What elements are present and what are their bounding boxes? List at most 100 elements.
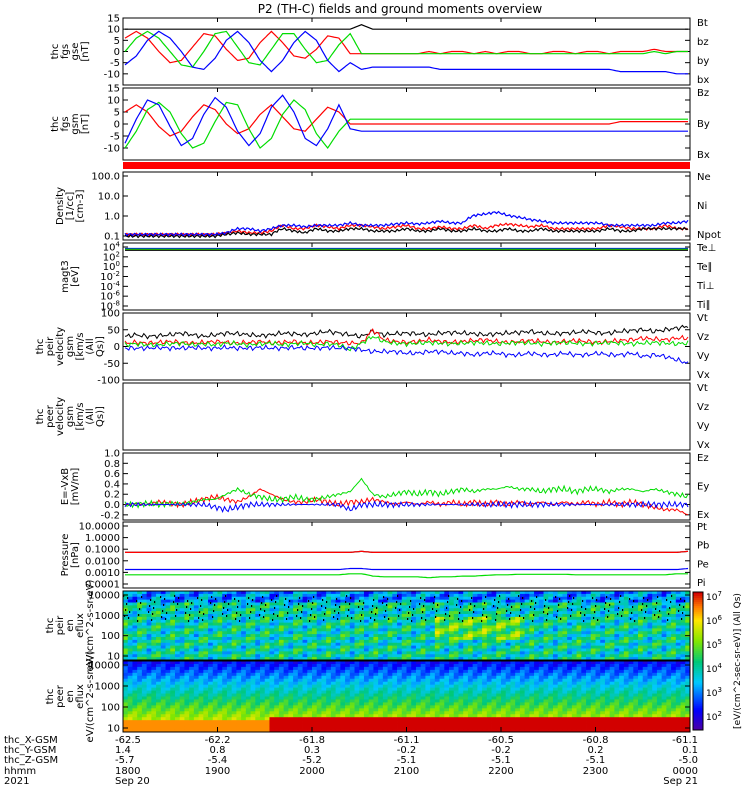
heatmap-cell (156, 666, 162, 671)
heatmap-cell (472, 591, 478, 595)
heatmap-speck (667, 619, 669, 621)
heatmap-cell (680, 602, 686, 606)
heatmap-cell (411, 672, 417, 677)
heatmap-cell (193, 608, 199, 612)
heatmap-cell (349, 699, 355, 703)
heatmap-cell (260, 654, 266, 658)
heatmap-cell (425, 726, 431, 730)
heatmap-cell (226, 616, 233, 621)
legend-Ti⊥: Ti⊥ (696, 281, 714, 292)
heatmap-cell (420, 614, 426, 618)
heatmap-cell (486, 616, 492, 621)
heatmap-cell (293, 637, 299, 641)
heatmap-cell (666, 608, 672, 612)
heatmap-cell (453, 648, 459, 652)
heatmap-cell (198, 669, 204, 674)
heatmap-cell (420, 723, 426, 727)
heatmap-cell (151, 696, 157, 700)
heatmap-cell (552, 596, 559, 601)
heatmap-cell (411, 625, 417, 629)
heatmap-cell (312, 661, 318, 665)
heatmap-cell (151, 669, 157, 674)
heatmap-cell (184, 726, 190, 730)
heatmap-cell (198, 616, 204, 621)
heatmap-cell (463, 625, 469, 629)
heatmap-cell (373, 608, 379, 612)
heatmap-cell (141, 648, 148, 652)
heatmap-cell (231, 720, 237, 724)
heatmap-cell (203, 661, 209, 665)
heatmap-cell (193, 648, 199, 652)
heatmap-cell (420, 714, 426, 718)
heatmap-cell (321, 687, 327, 691)
heatmap-cell (671, 639, 677, 644)
heatmap-cell (434, 593, 440, 598)
heatmap-cell (434, 651, 440, 655)
heatmap-cell (548, 634, 554, 638)
y-tick-label: 100 (101, 631, 120, 642)
heatmap-cell (368, 661, 374, 665)
heatmap-cell (397, 729, 403, 733)
heatmap-cell (505, 625, 511, 629)
heatmap-cell (326, 729, 332, 733)
heatmap-cell (548, 645, 554, 649)
heatmap-cell (222, 675, 228, 680)
heatmap-cell (515, 596, 521, 601)
heatmap-cell (226, 611, 233, 615)
heatmap-cell (241, 596, 247, 601)
heatmap-cell (321, 661, 327, 665)
heatmap-cell (397, 714, 403, 718)
heatmap-speck (173, 601, 175, 603)
heatmap-cell (123, 625, 129, 629)
heatmap-cell (189, 645, 195, 649)
heatmap-cell (614, 614, 620, 618)
heatmap-cell (137, 591, 143, 595)
heatmap-cell (283, 723, 289, 727)
heatmap-cell (312, 634, 318, 638)
heatmap-cell (307, 625, 313, 629)
heatmap-cell (453, 593, 459, 598)
heatmap-cell (245, 619, 251, 624)
heatmap-cell (467, 625, 474, 629)
heatmap-cell (349, 729, 355, 733)
heatmap-cell (198, 634, 204, 638)
heatmap-cell (250, 675, 256, 680)
heatmap-cell (179, 593, 185, 598)
y-tick-label: 0.1000 (85, 545, 120, 556)
heatmap-cell (241, 690, 247, 694)
heatmap-cell (467, 596, 474, 601)
heatmap-cell (340, 687, 346, 691)
heatmap-cell (656, 591, 663, 595)
heatmap-cell (623, 611, 629, 615)
heatmap-cell (217, 625, 223, 629)
heatmap-cell (231, 699, 237, 703)
heatmap-cell (562, 637, 568, 641)
heatmap-cell (260, 634, 266, 638)
heatmap-cell (491, 614, 497, 618)
heatmap-cell (293, 708, 299, 712)
heatmap-cell (316, 708, 322, 712)
heatmap-cell (260, 645, 266, 649)
heatmap-cell (316, 602, 322, 606)
heatmap-cell (392, 611, 398, 615)
heatmap-cell (141, 645, 148, 649)
series-line-Vx (124, 343, 689, 364)
heatmap-cell (387, 651, 393, 655)
heatmap-speck (383, 596, 385, 598)
heatmap-cell (340, 717, 346, 721)
heatmap-cell (345, 625, 351, 629)
heatmap-speck (223, 607, 225, 609)
heatmap-cell (326, 678, 332, 683)
heatmap-cell (231, 729, 237, 733)
heatmap-cell (293, 654, 299, 658)
heatmap-cell (604, 634, 611, 638)
heatmap-speck (399, 609, 401, 611)
heatmap-cell (359, 702, 365, 706)
heatmap-cell (288, 717, 294, 721)
heatmap-cell (193, 678, 199, 683)
heatmap-speck (185, 612, 187, 614)
heatmap-cell (401, 642, 407, 647)
heatmap-cell (203, 708, 209, 712)
heatmap-cell (174, 696, 181, 700)
heatmap-cell (449, 651, 455, 655)
